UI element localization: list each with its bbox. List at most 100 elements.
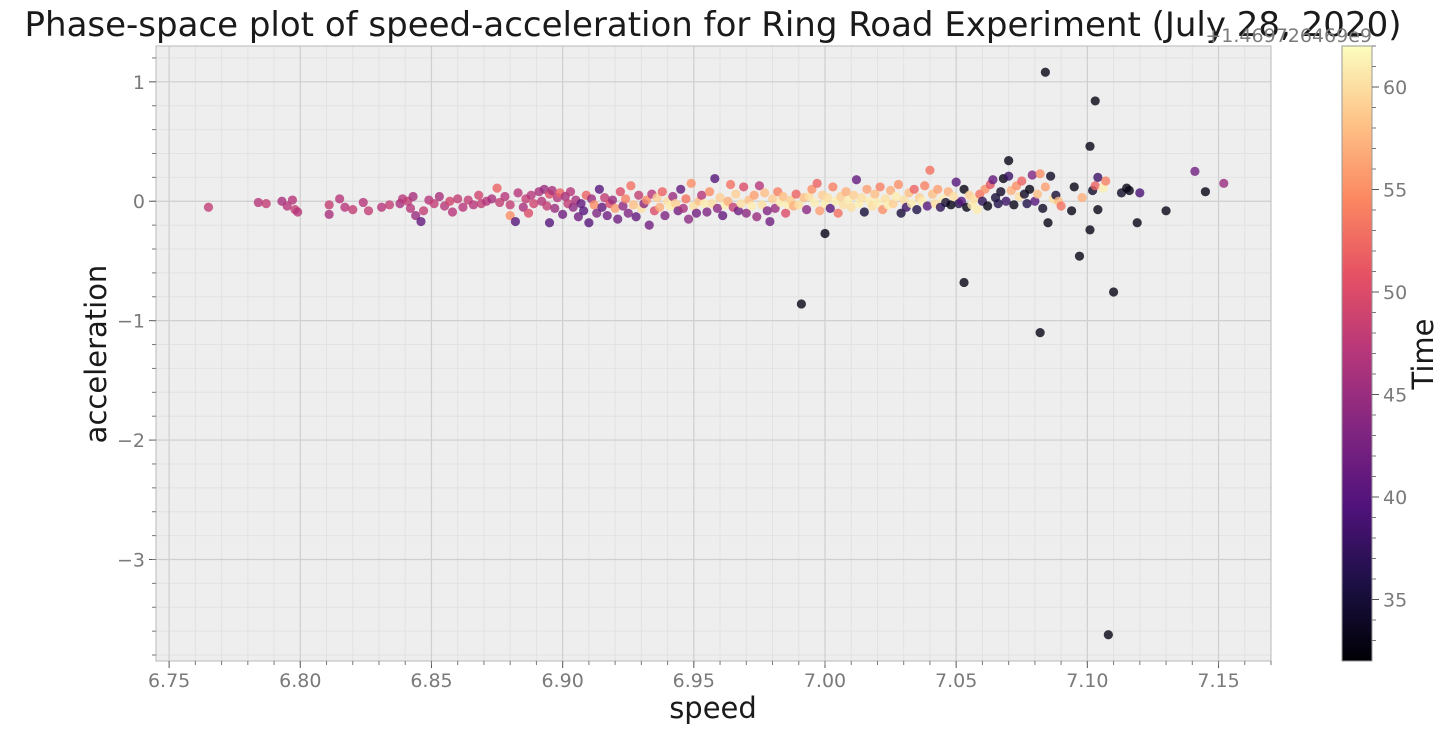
colorbar-tick-label: 55 (1383, 180, 1407, 202)
data-point (510, 216, 521, 227)
data-point (862, 184, 872, 194)
data-point (487, 194, 497, 204)
data-point (529, 199, 539, 209)
x-tick-label: 7.15 (1197, 670, 1239, 692)
data-point (746, 201, 757, 211)
plot-area-frame (155, 45, 1272, 662)
x-tick-label: 7.10 (1066, 670, 1108, 692)
data-point (1161, 206, 1171, 216)
data-point (704, 187, 715, 197)
data-point (1085, 225, 1095, 235)
data-point (681, 194, 691, 204)
y-tick-label: −3 (117, 549, 145, 571)
data-point (849, 190, 859, 200)
data-point (1090, 181, 1100, 191)
data-point (621, 194, 631, 204)
data-point (951, 177, 961, 187)
data-point (959, 277, 969, 288)
data-point (1056, 201, 1066, 211)
y-tick-label: −2 (117, 430, 145, 452)
data-point (859, 207, 869, 217)
data-point (657, 187, 667, 197)
data-point (573, 212, 583, 222)
data-point (809, 197, 820, 208)
data-point (988, 175, 998, 185)
data-point (1069, 182, 1079, 192)
colorbar-offset-text: +1.469726469e9 (1205, 25, 1372, 47)
x-axis-ticks: 6.75 6.80 6.85 6.90 6.95 7.00 7.05 7.10 7.15 (148, 661, 1272, 692)
x-axis-label: speed (669, 691, 757, 725)
data-point (542, 201, 552, 211)
data-point (592, 208, 602, 218)
data-point (660, 210, 670, 221)
data-point (1077, 193, 1087, 203)
data-point (203, 202, 214, 212)
x-tick-label: 6.85 (410, 670, 452, 692)
x-tick-label: 6.90 (541, 670, 583, 692)
data-point (550, 203, 560, 214)
data-point (825, 203, 835, 214)
data-point (983, 201, 993, 211)
data-point (324, 209, 334, 219)
data-point (739, 182, 749, 192)
data-point (626, 181, 636, 191)
data-point (447, 207, 458, 217)
data-point (781, 208, 791, 218)
data-point (1085, 141, 1095, 151)
data-point (1001, 196, 1011, 206)
y-axis-label: acceleration (79, 265, 113, 444)
data-point (906, 199, 917, 209)
data-point (513, 188, 523, 198)
data-point (1103, 630, 1113, 640)
data-point (762, 206, 772, 216)
data-point (872, 197, 883, 208)
data-point (888, 199, 898, 209)
data-point (710, 173, 720, 184)
data-point (408, 191, 418, 202)
data-point (956, 196, 967, 206)
data-point (576, 199, 586, 209)
data-point (1098, 183, 1108, 193)
data-point (946, 200, 956, 210)
data-point (712, 203, 723, 214)
data-point (733, 206, 744, 216)
data-point (282, 201, 292, 211)
data-point (445, 196, 455, 206)
data-point (429, 199, 439, 209)
data-point (765, 216, 775, 227)
colorbar-tick-label: 40 (1383, 487, 1407, 509)
data-point (287, 195, 298, 205)
data-point (505, 200, 515, 210)
data-point (1124, 185, 1134, 196)
data-point (896, 208, 906, 218)
data-point (1219, 178, 1229, 188)
data-point (377, 202, 387, 212)
data-point (841, 187, 851, 197)
data-point (1035, 169, 1045, 179)
data-point (324, 200, 334, 210)
data-point (670, 199, 681, 209)
colorbar-tick-label: 35 (1383, 590, 1407, 612)
data-point (812, 178, 822, 188)
data-point (828, 182, 838, 192)
data-point (505, 210, 515, 221)
data-point (468, 200, 479, 210)
data-point (453, 194, 463, 204)
data-point (683, 214, 694, 224)
data-point (618, 201, 628, 211)
data-point (1030, 196, 1040, 206)
chart-title: Phase-space plot of speed-acceleration f… (25, 5, 1402, 45)
colorbar-label: Time (1406, 319, 1440, 391)
data-point (702, 207, 712, 217)
data-point (752, 212, 762, 222)
data-point (340, 202, 350, 212)
data-point (1009, 200, 1019, 210)
data-point (253, 197, 263, 208)
data-point (857, 193, 867, 203)
data-point (815, 206, 825, 216)
data-point (492, 183, 502, 193)
data-point (1200, 187, 1211, 197)
data-point (628, 200, 639, 210)
data-point (1067, 206, 1077, 216)
